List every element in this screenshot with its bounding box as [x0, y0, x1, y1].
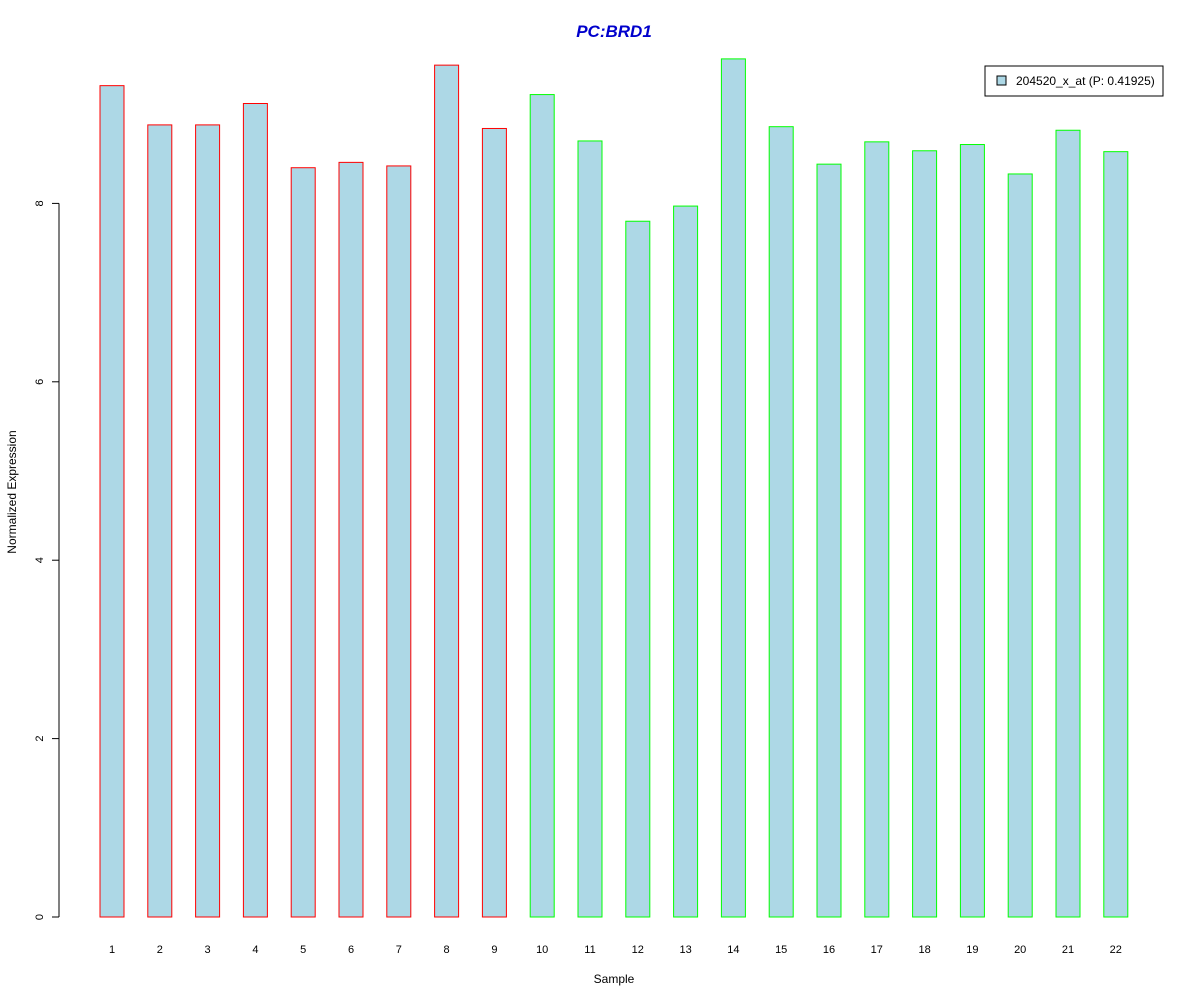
x-tick-label: 18 [918, 944, 930, 956]
bar-sample-15 [768, 126, 794, 918]
legend-box [984, 65, 1164, 97]
y-tick-label: 2 [34, 736, 46, 742]
bar-sample-20 [1007, 173, 1033, 918]
bar-sample-11 [577, 140, 603, 918]
x-tick-label: 21 [1062, 944, 1074, 956]
bar-sample-12 [625, 220, 651, 918]
x-tick-label: 20 [1014, 944, 1026, 956]
y-tick-label: 0 [34, 914, 46, 920]
x-tick-label: 22 [1110, 944, 1122, 956]
bar-sample-22 [1103, 151, 1129, 918]
bar-sample-14 [720, 58, 746, 918]
x-tick-label: 3 [205, 944, 211, 956]
bar-sample-19 [959, 144, 985, 918]
x-tick-label: 16 [823, 944, 835, 956]
x-tick-label: 2 [157, 944, 163, 956]
x-tick-label: 9 [491, 944, 497, 956]
bar-sample-9 [481, 127, 507, 918]
bar-sample-18 [912, 150, 938, 918]
bar-sample-4 [242, 102, 268, 918]
legend-swatch [996, 75, 1007, 86]
x-tick-label: 12 [632, 944, 644, 956]
y-tick-label: 8 [34, 200, 46, 206]
x-tick-label: 14 [727, 944, 739, 956]
x-tick-label: 5 [300, 944, 306, 956]
bar-sample-16 [816, 163, 842, 918]
bars-group [99, 58, 1129, 918]
x-tick-label: 11 [584, 944, 595, 956]
x-tick-labels: 1 2 3 4 5 6 7 8 9 10 11 12 13 14 15 16 17 18 19 20 21 22 [109, 944, 1122, 956]
y-tick-label: 6 [34, 379, 46, 385]
bar-sample-6 [338, 161, 364, 918]
x-tick-label: 10 [536, 944, 548, 956]
x-tick-label: 4 [252, 944, 258, 956]
x-axis-label: Sample [594, 972, 635, 986]
x-tick-label: 13 [679, 944, 691, 956]
x-tick-label: 1 [109, 944, 115, 956]
y-axis: 0 2 4 6 8 [34, 200, 60, 920]
bar-sample-2 [147, 124, 173, 918]
bar-sample-7 [386, 165, 412, 918]
legend: 204520_x_at (P: 0.41925) [984, 65, 1164, 97]
x-tick-label: 7 [396, 944, 402, 956]
x-tick-label: 15 [775, 944, 787, 956]
bar-sample-3 [195, 124, 221, 918]
x-tick-label: 8 [444, 944, 450, 956]
bar-sample-8 [434, 64, 460, 918]
y-axis-label: Normalized Expression [5, 430, 19, 553]
bar-sample-21 [1055, 129, 1081, 918]
chart-title: PC:BRD1 [576, 22, 652, 41]
x-tick-label: 19 [966, 944, 978, 956]
bar-sample-10 [529, 94, 555, 918]
bar-sample-5 [290, 167, 316, 918]
bar-sample-13 [673, 205, 699, 918]
bar-sample-17 [864, 141, 890, 918]
x-tick-label: 17 [871, 944, 883, 956]
x-tick-label: 6 [348, 944, 354, 956]
y-tick-label: 4 [34, 557, 46, 563]
bar-sample-1 [99, 85, 125, 918]
legend-label: 204520_x_at (P: 0.41925) [1016, 74, 1155, 88]
